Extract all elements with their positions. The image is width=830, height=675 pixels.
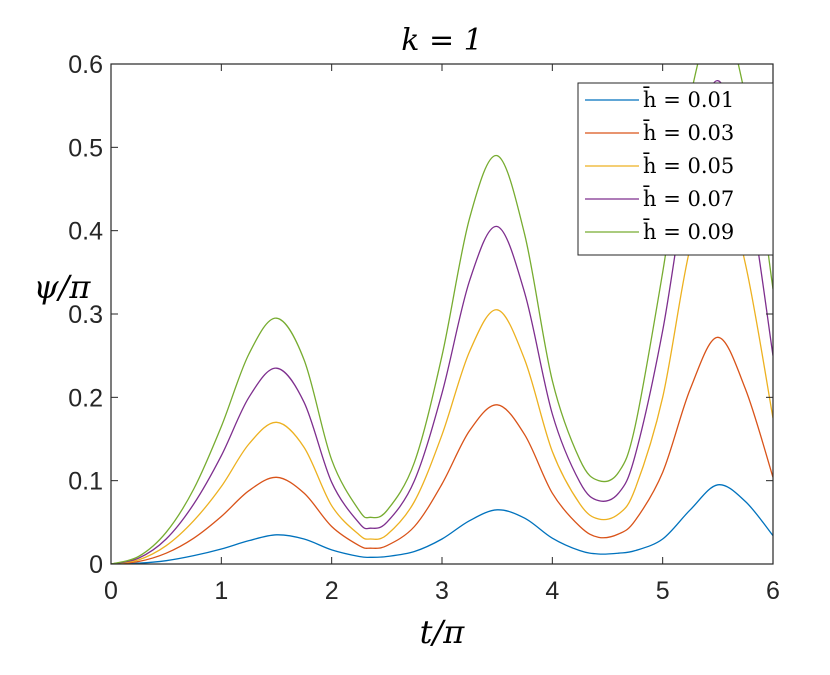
y-axis-label: ψ/π [34, 268, 92, 306]
y-tick-label: 0 [89, 551, 103, 579]
x-tick-label: 3 [435, 577, 449, 605]
legend-label-2: h̄ = 0.03 [643, 119, 735, 145]
x-tick-label: 1 [214, 577, 228, 605]
x-tick-label: 4 [545, 577, 559, 605]
y-tick-label: 0.2 [68, 384, 103, 412]
series-line-1 [111, 484, 773, 564]
legend: h̄ = 0.01 h̄ = 0.03 h̄ = 0.05 h̄ = 0.07 h̄ =… [577, 82, 774, 256]
y-tick-label: 0.6 [68, 51, 103, 79]
y-tick-label: 0.4 [68, 218, 103, 246]
series-line-2 [111, 336, 773, 564]
legend-label-5: h̄ = 0.09 [643, 218, 735, 244]
y-tick-label: 0.5 [68, 134, 103, 162]
legend-label-4: h̄ = 0.07 [643, 185, 735, 211]
x-tick-label: 0 [104, 577, 118, 605]
x-tick-label: 2 [325, 577, 339, 605]
y-tick-label: 0.3 [68, 301, 103, 329]
y-tick-label: 0.1 [68, 468, 103, 496]
legend-box [577, 82, 774, 256]
x-tick-label: 5 [656, 577, 670, 605]
legend-label-3: h̄ = 0.05 [643, 152, 735, 178]
legend-label-1: h̄ = 0.01 [643, 86, 735, 112]
tick-layer: 0 1 2 3 4 5 6 0 0.1 0.2 0.3 0.4 0.5 0.6 [68, 51, 780, 605]
x-tick-label: 6 [766, 577, 780, 605]
x-axis-label: t/π [420, 613, 466, 651]
chart-title: k = 1 [401, 23, 482, 58]
series-line-3 [111, 171, 773, 564]
